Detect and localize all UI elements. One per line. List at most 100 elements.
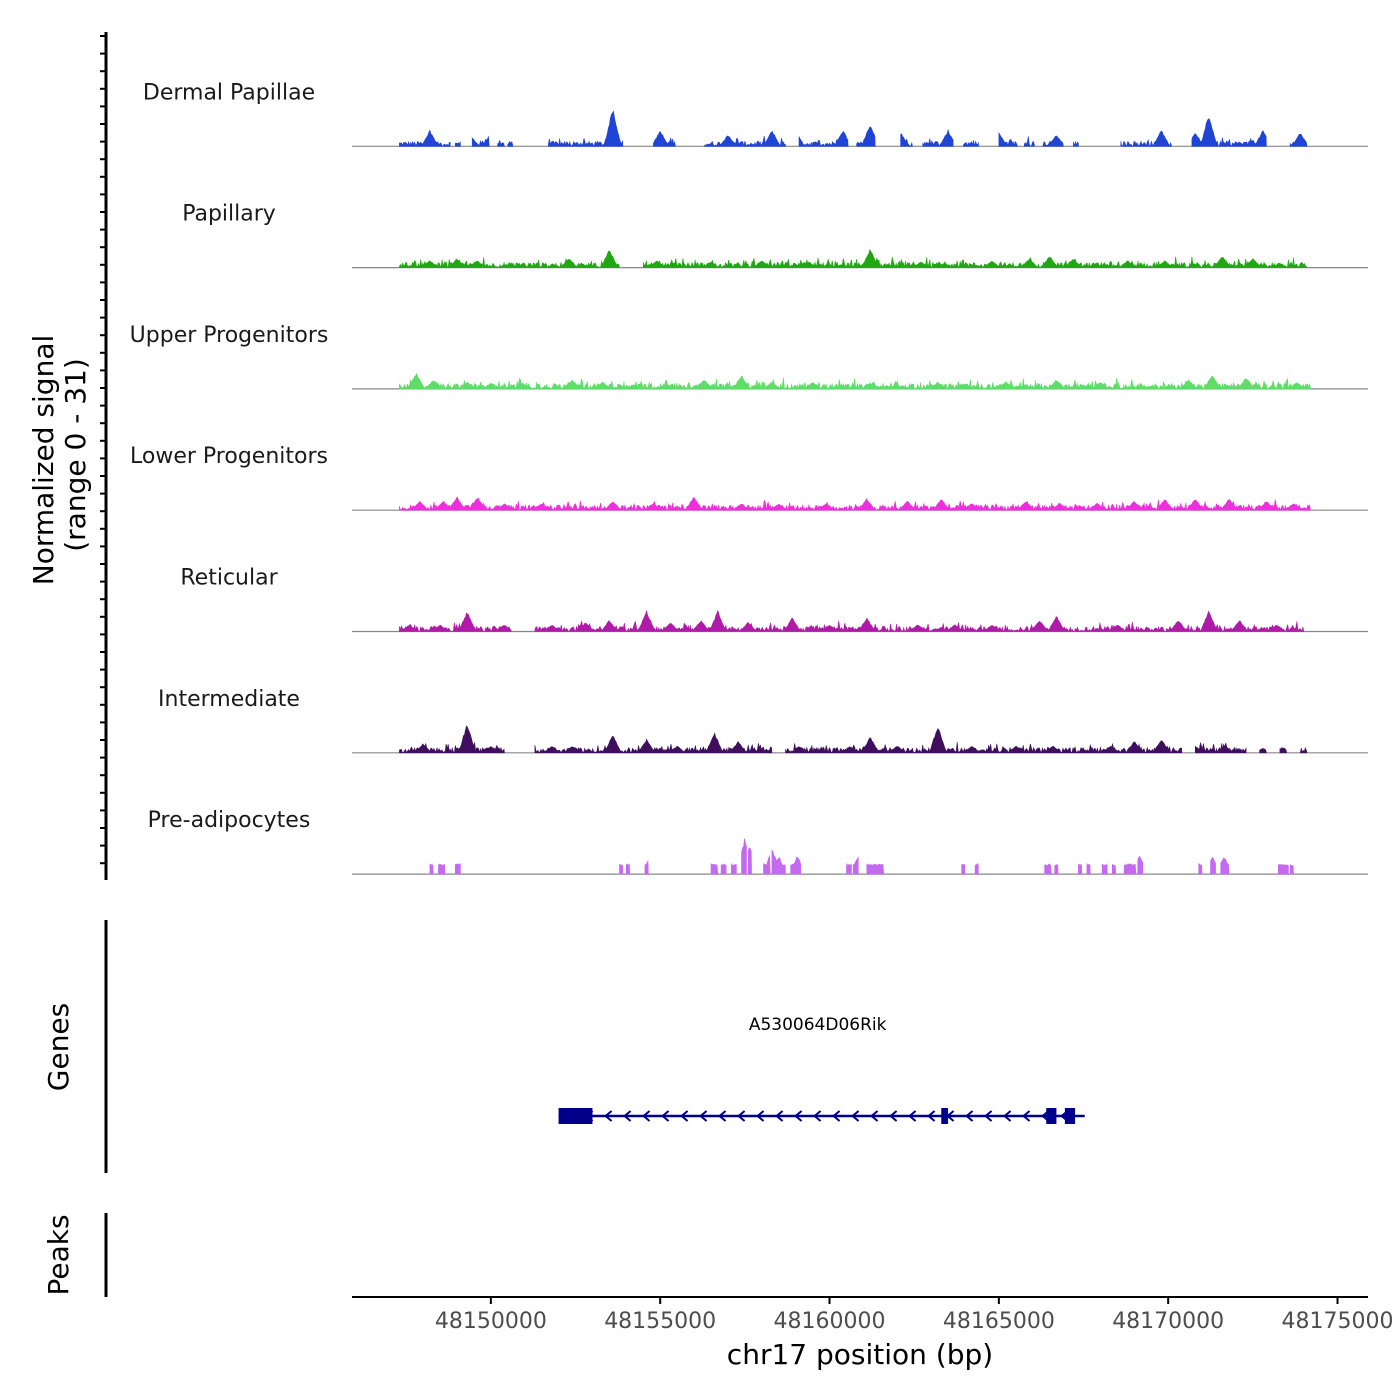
signal-segment bbox=[619, 863, 624, 875]
strand-arrow bbox=[1022, 1110, 1031, 1122]
signal-segment bbox=[399, 612, 512, 632]
signal-segment bbox=[785, 728, 1182, 754]
signal-segment bbox=[1289, 863, 1294, 875]
signal-segment bbox=[1137, 856, 1144, 875]
strand-arrow bbox=[794, 1110, 803, 1122]
peaks-panel-label: Peaks bbox=[42, 1214, 75, 1295]
track-1 bbox=[352, 248, 1368, 269]
x-tick-label: 48170000 bbox=[1112, 1309, 1224, 1334]
genes-panel-label: Genes bbox=[42, 1003, 75, 1091]
strand-arrow bbox=[889, 1110, 898, 1122]
signal-segment bbox=[497, 139, 505, 147]
strand-arrow bbox=[680, 1110, 689, 1122]
strand-arrow bbox=[737, 1110, 746, 1122]
signal-segment bbox=[1220, 857, 1230, 875]
strand-arrow bbox=[756, 1110, 765, 1122]
signal-segment bbox=[1120, 130, 1172, 147]
gene-name: A530064D06Rik bbox=[749, 1015, 887, 1035]
signal-segment bbox=[548, 110, 624, 147]
track-label-0: Dermal Papillae bbox=[143, 80, 315, 105]
signal-segment bbox=[626, 863, 631, 875]
signal-segment bbox=[1024, 136, 1035, 147]
strand-arrow bbox=[984, 1110, 993, 1122]
coverage-y-axis bbox=[100, 32, 108, 880]
signal-segment bbox=[455, 141, 461, 147]
signal-segment bbox=[998, 131, 1018, 147]
signal-segment bbox=[1278, 863, 1289, 875]
coverage-tracks bbox=[352, 110, 1368, 875]
signal-segment bbox=[1259, 748, 1267, 754]
signal-segment bbox=[429, 863, 434, 875]
signal-segment bbox=[856, 126, 876, 147]
signal-segment bbox=[866, 863, 885, 875]
strand-arrow bbox=[661, 1110, 670, 1122]
signal-segment bbox=[534, 609, 1305, 633]
track-label-2: Upper Progenitors bbox=[130, 323, 329, 348]
signal-segment bbox=[1073, 140, 1079, 147]
x-tick-label: 48165000 bbox=[943, 1309, 1055, 1334]
signal-segment bbox=[1054, 864, 1059, 875]
signal-segment bbox=[741, 838, 747, 875]
strand-arrow bbox=[642, 1110, 651, 1122]
signal-segment bbox=[963, 140, 979, 147]
signal-segment bbox=[900, 133, 913, 147]
signal-segment bbox=[643, 248, 1308, 269]
signal-segment bbox=[703, 130, 786, 147]
signal-segment bbox=[1044, 863, 1052, 875]
signal-segment bbox=[1123, 863, 1137, 875]
signal-segment bbox=[399, 496, 1311, 512]
signal-segment bbox=[507, 140, 514, 147]
track-label-6: Pre-adipocytes bbox=[148, 808, 311, 833]
signal-segment bbox=[747, 847, 752, 875]
signal-segment bbox=[1078, 863, 1083, 875]
signal-segment bbox=[798, 130, 849, 148]
signal-segment bbox=[1289, 134, 1308, 147]
gene-track: A530064D06Rik bbox=[558, 1015, 1085, 1124]
track-0 bbox=[352, 110, 1368, 148]
signal-segment bbox=[720, 863, 727, 875]
gene-exon bbox=[941, 1108, 949, 1124]
x-axis-label: chr17 position (bp) bbox=[727, 1338, 993, 1371]
x-tick-label: 48160000 bbox=[774, 1309, 886, 1334]
track-5 bbox=[352, 725, 1368, 754]
track-label-3: Lower Progenitors bbox=[130, 444, 328, 469]
signal-segment bbox=[534, 732, 773, 754]
signal-segment bbox=[1191, 118, 1267, 147]
track-2 bbox=[352, 372, 1368, 390]
strand-arrow bbox=[927, 1110, 936, 1122]
y-axis-label-range: (range 0 - 31) bbox=[59, 358, 92, 552]
signal-segment bbox=[1086, 862, 1091, 875]
signal-segment bbox=[455, 863, 461, 875]
strand-arrow bbox=[851, 1110, 860, 1122]
signal-segment bbox=[399, 725, 505, 754]
y-axis-label: Normalized signal bbox=[27, 335, 60, 586]
signal-segment bbox=[438, 863, 446, 875]
track-label-1: Papillary bbox=[182, 202, 276, 227]
strand-arrow bbox=[908, 1110, 917, 1122]
signal-segment bbox=[974, 863, 979, 875]
signal-segment bbox=[763, 854, 771, 875]
strand-arrow bbox=[870, 1110, 879, 1122]
gene-exon bbox=[1046, 1108, 1057, 1124]
signal-segment bbox=[922, 128, 954, 147]
signal-segment bbox=[399, 372, 1311, 390]
track-labels: Dermal Papillae Papillary Upper Progenitor… bbox=[130, 80, 329, 833]
gene-exon bbox=[1064, 1108, 1076, 1124]
signal-segment bbox=[653, 131, 676, 147]
x-axis: 48150000 48155000 48160000 48165000 48170000… bbox=[352, 1296, 1394, 1334]
signal-segment bbox=[710, 863, 719, 875]
strand-arrow bbox=[832, 1110, 841, 1122]
signal-segment bbox=[1042, 135, 1064, 147]
signal-segment bbox=[790, 856, 801, 875]
track-4 bbox=[352, 609, 1368, 633]
signal-segment bbox=[1300, 746, 1308, 754]
signal-segment bbox=[1195, 742, 1247, 754]
signal-segment bbox=[399, 129, 451, 148]
strand-arrow bbox=[1003, 1110, 1012, 1122]
track-label-5: Intermediate bbox=[158, 687, 300, 712]
signal-segment bbox=[1101, 863, 1108, 875]
strand-arrow bbox=[718, 1110, 727, 1122]
signal-segment bbox=[731, 862, 737, 875]
x-tick-label: 48175000 bbox=[1282, 1309, 1394, 1334]
